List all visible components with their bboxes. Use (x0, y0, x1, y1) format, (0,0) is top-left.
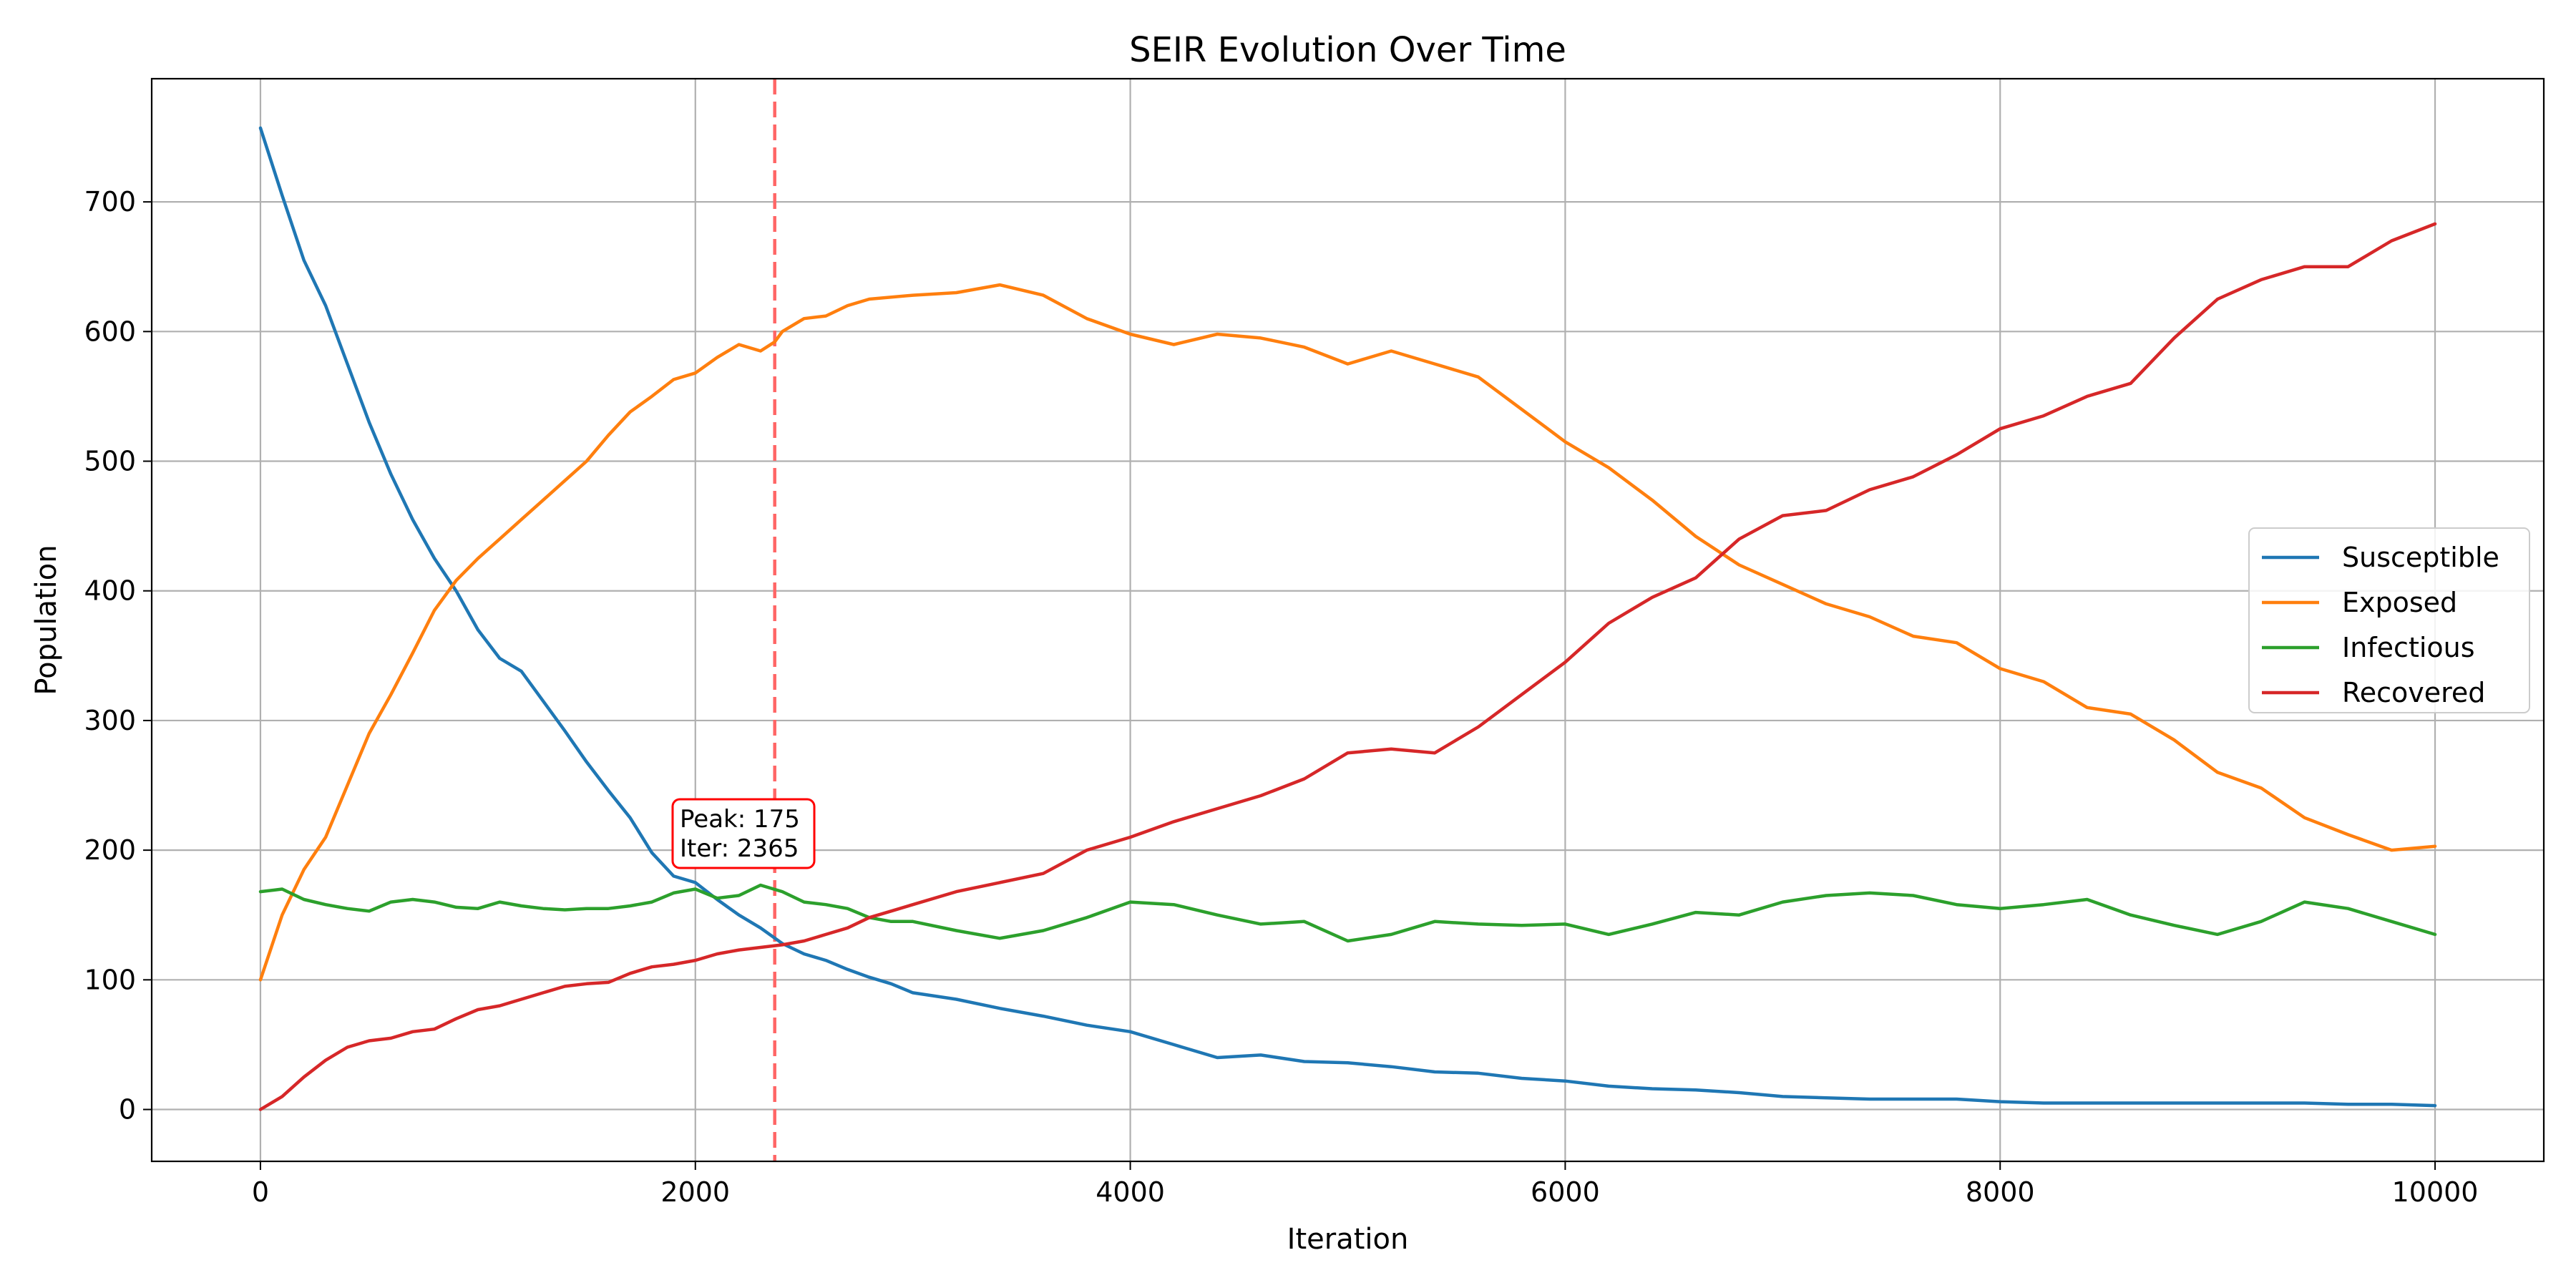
peak-value-label: Peak: 175 (680, 805, 800, 834)
legend-box (2248, 527, 2530, 713)
legend-label: Susceptible (2342, 542, 2499, 573)
x-tick-label: 6000 (1531, 1176, 1600, 1208)
legend-label: Infectious (2342, 632, 2475, 663)
legend-entry-recovered: Recovered (2262, 677, 2485, 708)
x-tick-label: 10000 (2392, 1176, 2479, 1208)
series-line-susceptible (258, 126, 2437, 1108)
plot-frame (150, 77, 2545, 1163)
series-line-exposed (258, 283, 2437, 982)
x-tick-label: 8000 (1966, 1176, 2035, 1208)
legend-entry-exposed: Exposed (2262, 587, 2457, 618)
x-tick-label: 0 (252, 1176, 269, 1208)
legend-label: Recovered (2342, 677, 2485, 708)
series-lines (258, 126, 2437, 1111)
series-line-infectious (258, 883, 2437, 943)
peak-iteration-label: Iter: 2365 (680, 834, 799, 863)
legend: Susceptible Exposed Infectious Recovered (2248, 527, 2530, 713)
x-axis-label: Iteration (1287, 1223, 1409, 1256)
y-tick-label: 400 (84, 575, 136, 607)
y-tick-label: 300 (84, 705, 136, 736)
chart-title: SEIR Evolution Over Time (1129, 30, 1566, 70)
y-tick-label: 600 (84, 316, 136, 347)
axis-ticks: 0 2000 4000 6000 8000 10000 0 100 200 300 400 500 60… (84, 186, 2478, 1208)
peak-annotation-box (671, 798, 816, 869)
y-axis-label: Population (30, 545, 63, 695)
peak-annotation: Peak: 175 Iter: 2365 (671, 798, 816, 869)
legend-label: Exposed (2342, 587, 2457, 618)
y-tick-label: 500 (84, 446, 136, 477)
legend-entry-susceptible: Susceptible (2262, 542, 2499, 573)
x-tick-label: 4000 (1096, 1176, 1165, 1208)
series-line-recovered (258, 222, 2437, 1111)
y-tick-label: 700 (84, 186, 136, 218)
y-tick-label: 0 (119, 1094, 136, 1126)
y-tick-label: 100 (84, 964, 136, 995)
x-tick-label: 2000 (660, 1176, 730, 1208)
y-tick-label: 200 (84, 834, 136, 866)
legend-entry-infectious: Infectious (2262, 632, 2475, 663)
